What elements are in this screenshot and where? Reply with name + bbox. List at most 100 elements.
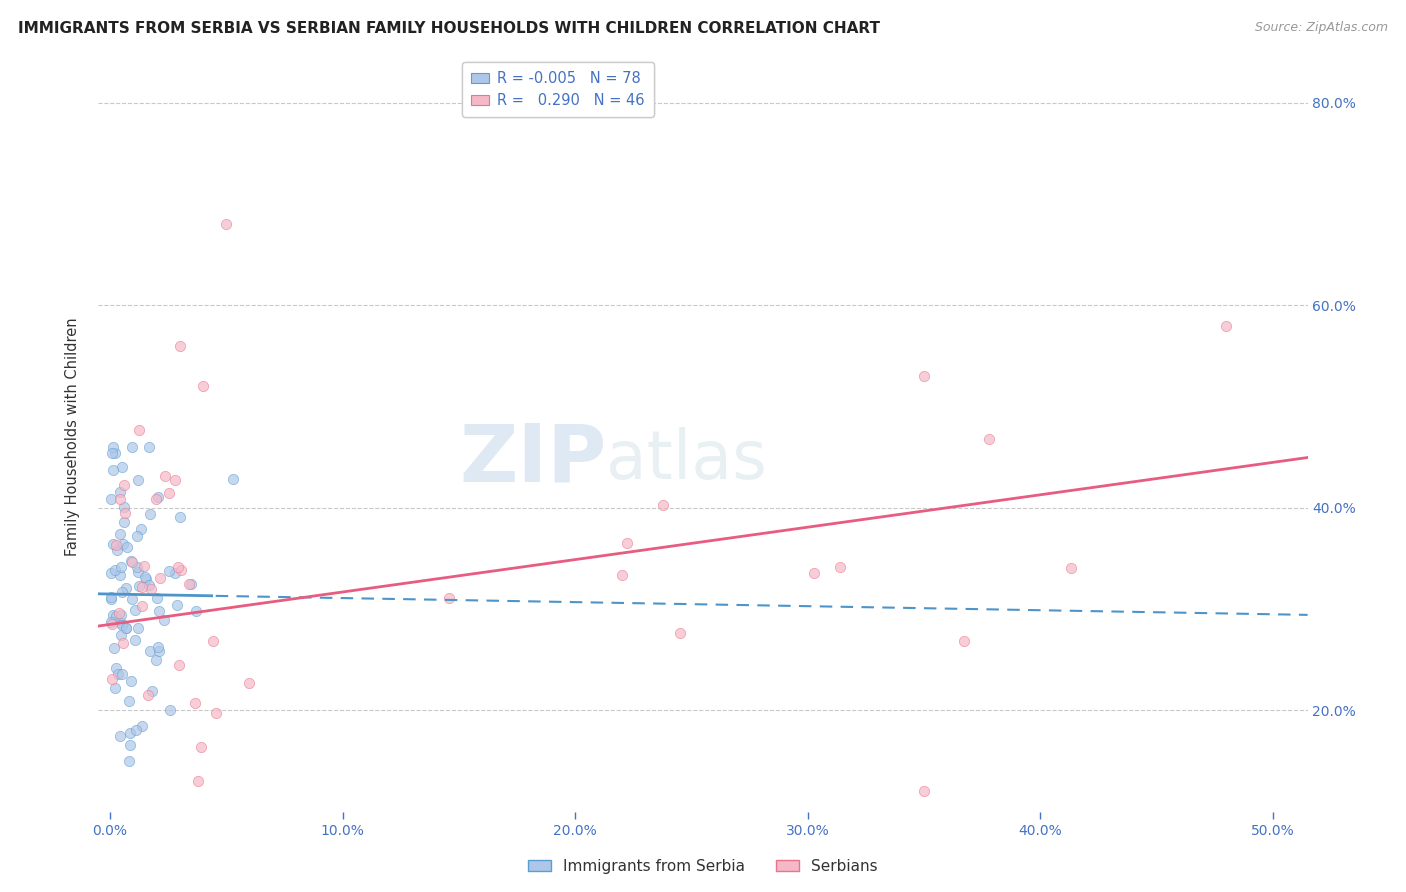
Point [107, 667, 129, 681]
Point [149, 570, 172, 584]
Point [105, 543, 128, 558]
Point [131, 599, 153, 613]
Point [104, 563, 127, 577]
Point [114, 621, 136, 635]
Point [138, 440, 160, 454]
Point [103, 537, 125, 551]
Point [110, 615, 132, 630]
Point [131, 580, 153, 594]
Point [610, 567, 633, 582]
Point [101, 463, 124, 477]
Point [205, 706, 228, 721]
Point [146, 640, 169, 655]
Point [803, 566, 825, 580]
Point [100, 591, 122, 606]
Point [190, 739, 212, 754]
Legend: Immigrants from Serbia, Serbians: Immigrants from Serbia, Serbians [522, 853, 884, 880]
Legend: R = -0.005   N = 78, R =   0.290   N = 46: R = -0.005 N = 78, R = 0.290 N = 46 [463, 62, 654, 117]
Point [101, 608, 124, 623]
Point [100, 591, 122, 605]
Point [202, 633, 225, 648]
Point [110, 628, 132, 642]
Point [1215, 318, 1237, 333]
Point [163, 474, 186, 488]
Point [146, 591, 169, 606]
Point [128, 423, 150, 437]
Point [112, 500, 135, 514]
Point [132, 558, 155, 573]
Point [128, 579, 150, 593]
Point [169, 658, 191, 673]
Point [108, 606, 131, 620]
Point [101, 446, 124, 460]
Point [111, 635, 134, 649]
Point [118, 754, 141, 768]
Point [100, 566, 122, 581]
Point [131, 719, 153, 733]
Point [159, 703, 181, 717]
Point [105, 661, 128, 675]
Point [111, 618, 134, 632]
Point [135, 572, 157, 586]
Point [157, 486, 180, 500]
Point [112, 515, 135, 529]
Point [169, 339, 191, 353]
Point [127, 565, 149, 579]
Point [153, 613, 176, 627]
Point [141, 684, 163, 698]
Point [177, 577, 200, 591]
Point [127, 473, 149, 487]
Point [148, 604, 170, 618]
Point [170, 562, 193, 576]
Point [108, 527, 131, 541]
Point [120, 554, 142, 568]
Point [105, 609, 128, 624]
Point [114, 506, 136, 520]
Point [125, 529, 148, 543]
Point [167, 559, 190, 574]
Point [112, 478, 135, 492]
Point [124, 632, 146, 647]
Point [139, 644, 162, 658]
Point [108, 567, 131, 582]
Point [145, 653, 167, 667]
Point [104, 539, 127, 553]
Point [953, 633, 976, 648]
Point [669, 625, 692, 640]
Point [912, 369, 935, 384]
Point [127, 621, 149, 635]
Point [215, 218, 238, 232]
Point [139, 508, 162, 522]
Point [121, 591, 143, 606]
Point [134, 570, 156, 584]
Point [180, 576, 202, 591]
Point [141, 582, 163, 596]
Text: Source: ZipAtlas.com: Source: ZipAtlas.com [1254, 21, 1388, 34]
Point [108, 492, 131, 507]
Point [184, 696, 207, 710]
Point [124, 603, 146, 617]
Point [121, 555, 143, 569]
Text: atlas: atlas [606, 426, 768, 492]
Point [100, 491, 122, 506]
Point [138, 688, 160, 702]
Point [169, 509, 191, 524]
Point [104, 681, 127, 695]
Point [187, 774, 209, 789]
Point [652, 499, 675, 513]
Point [1060, 561, 1083, 575]
Point [221, 472, 243, 486]
Point [112, 537, 135, 551]
Point [146, 490, 169, 504]
Point [104, 446, 127, 460]
Point [121, 440, 143, 454]
Y-axis label: Family Households with Children: Family Households with Children [65, 318, 80, 557]
Point [157, 565, 180, 579]
Point [912, 784, 935, 798]
Point [616, 536, 638, 550]
Point [110, 607, 132, 622]
Point [437, 591, 460, 605]
Text: ZIP: ZIP [458, 420, 606, 499]
Point [125, 559, 148, 574]
Point [830, 559, 852, 574]
